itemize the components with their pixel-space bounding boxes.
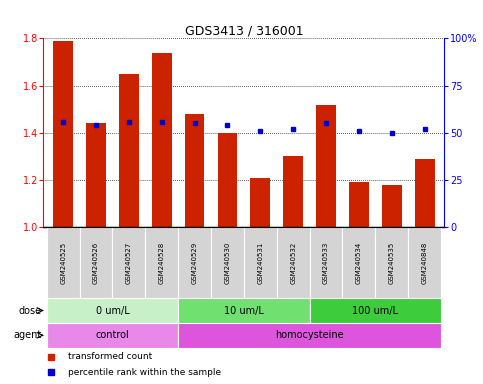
Bar xyxy=(349,182,369,227)
Text: GSM240535: GSM240535 xyxy=(389,242,395,284)
Bar xyxy=(415,159,435,227)
Bar xyxy=(86,123,106,227)
Text: 100 um/L: 100 um/L xyxy=(353,306,398,316)
Bar xyxy=(145,227,178,298)
Bar xyxy=(408,227,441,298)
Bar xyxy=(80,227,113,298)
Bar xyxy=(218,133,237,227)
Text: control: control xyxy=(96,330,129,340)
Text: percentile rank within the sample: percentile rank within the sample xyxy=(68,367,221,377)
Bar xyxy=(152,53,171,227)
Bar xyxy=(119,74,139,227)
Title: GDS3413 / 316001: GDS3413 / 316001 xyxy=(185,24,303,37)
Text: GSM240848: GSM240848 xyxy=(422,242,427,284)
Text: agent: agent xyxy=(14,330,42,340)
Bar xyxy=(284,156,303,227)
Text: GSM240534: GSM240534 xyxy=(356,242,362,284)
Bar xyxy=(47,227,80,298)
Bar xyxy=(316,104,336,227)
Text: GSM240532: GSM240532 xyxy=(290,242,296,284)
Bar xyxy=(244,227,277,298)
Bar xyxy=(47,298,178,323)
Bar xyxy=(185,114,204,227)
Bar xyxy=(277,227,310,298)
Bar xyxy=(375,227,408,298)
Text: 0 um/L: 0 um/L xyxy=(96,306,129,316)
Bar xyxy=(342,227,375,298)
Text: GSM240525: GSM240525 xyxy=(60,242,66,284)
Text: transformed count: transformed count xyxy=(68,352,152,361)
Bar xyxy=(310,298,441,323)
Text: dose: dose xyxy=(19,306,42,316)
Text: GSM240527: GSM240527 xyxy=(126,242,132,284)
Bar xyxy=(53,41,73,227)
Bar xyxy=(178,323,441,348)
Text: GSM240526: GSM240526 xyxy=(93,242,99,284)
Bar xyxy=(310,227,342,298)
Bar xyxy=(178,298,310,323)
Bar xyxy=(47,323,178,348)
Text: GSM240530: GSM240530 xyxy=(225,242,230,284)
Bar xyxy=(251,178,270,227)
Bar xyxy=(113,227,145,298)
Text: homocysteine: homocysteine xyxy=(275,330,344,340)
Text: GSM240531: GSM240531 xyxy=(257,242,263,284)
Bar xyxy=(382,185,402,227)
Text: 10 um/L: 10 um/L xyxy=(224,306,264,316)
Bar xyxy=(178,227,211,298)
Text: GSM240533: GSM240533 xyxy=(323,242,329,284)
Text: GSM240529: GSM240529 xyxy=(192,242,198,284)
Text: GSM240528: GSM240528 xyxy=(159,242,165,284)
Bar xyxy=(211,227,244,298)
